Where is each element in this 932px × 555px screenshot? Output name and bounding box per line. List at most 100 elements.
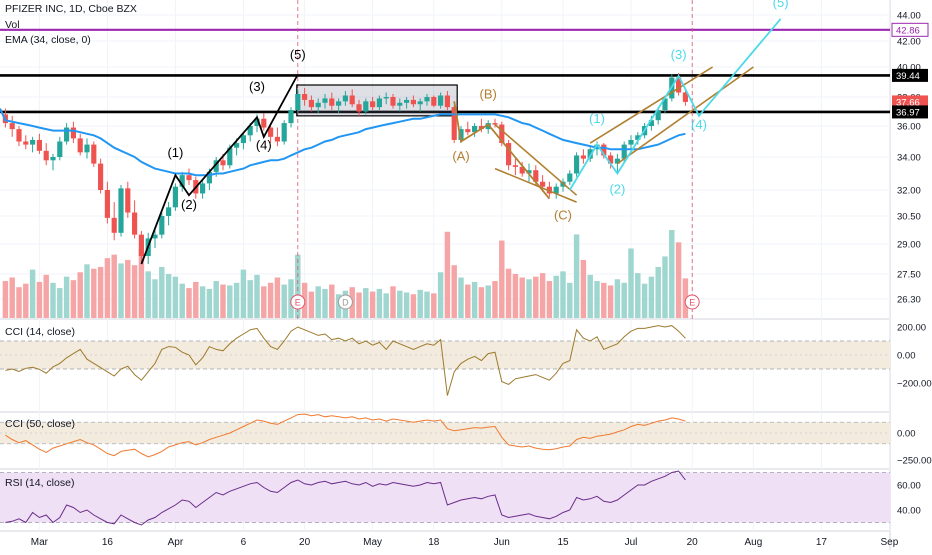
price-tag-box <box>892 105 928 119</box>
volume-bar <box>50 282 56 318</box>
volume-bar <box>63 276 70 318</box>
volume-bar <box>247 280 253 318</box>
cci14-label: CCI (14, close) <box>5 326 76 338</box>
candle-body <box>370 101 376 108</box>
indicator-tick-label: 0.00 <box>897 429 916 440</box>
volume-bar <box>560 271 566 318</box>
volume-bar <box>138 249 145 318</box>
candle-body <box>580 155 586 159</box>
candle-body <box>410 99 416 105</box>
indicator-tick-label: −250.00 <box>897 456 932 467</box>
candle-body <box>621 144 627 159</box>
volume-bar <box>288 279 294 318</box>
volume-bar <box>376 288 383 318</box>
candle-body <box>302 94 308 100</box>
ema-legend[interactable]: EMA (34, close, 0) <box>5 34 91 46</box>
indicator-tick-label: 200.00 <box>897 323 926 334</box>
candle-body <box>288 110 294 124</box>
volume-bar <box>213 281 219 318</box>
candle-body <box>451 107 457 140</box>
price-axis[interactable]: 44.0042.0040.0038.0036.0034.0032.0030.50… <box>891 11 932 517</box>
candle-body <box>682 92 688 102</box>
candle-body <box>472 126 478 133</box>
channel-upper <box>589 66 714 144</box>
candle-body <box>458 129 464 140</box>
wave-annotations[interactable]: (1) (2) (3) (4) (5) (A) (B) (C) (1) (2) (3) (4) (5) E… <box>140 0 789 310</box>
volume-bar <box>369 291 376 318</box>
candle-body <box>240 135 246 144</box>
volume-bar <box>567 282 573 318</box>
candle-body <box>635 135 641 140</box>
volume-bar <box>451 265 457 318</box>
cci50-legend[interactable]: CCI (50, close) <box>5 418 75 430</box>
volume-bar <box>539 273 546 318</box>
volume-bar <box>390 286 396 318</box>
volume-bar <box>267 282 274 318</box>
candle-body <box>159 216 165 235</box>
price-tick-label: 26.30 <box>897 295 921 306</box>
wave-label: (1) <box>589 111 605 126</box>
candle-body <box>138 234 144 256</box>
volume-bar <box>240 269 247 318</box>
volume-bar <box>91 268 97 318</box>
volume-bar <box>322 288 328 318</box>
time-tick-label: Apr <box>168 537 184 548</box>
candle-body <box>512 165 518 167</box>
candle-body <box>519 166 525 174</box>
volume-legend[interactable]: Vol <box>5 19 20 31</box>
candle-body <box>492 123 498 125</box>
volume-bar <box>512 274 519 318</box>
candlesticks[interactable] <box>2 73 688 264</box>
ema-34-line <box>0 108 686 177</box>
time-tick-label: Aug <box>745 537 763 548</box>
candle-body <box>30 139 36 145</box>
time-tick-label: Jun <box>494 537 510 548</box>
volume-bar <box>356 292 362 318</box>
candle-body <box>383 97 389 99</box>
candle-body <box>315 102 321 108</box>
candle-body <box>485 123 491 130</box>
wave-label: (1) <box>167 145 183 160</box>
volume-bar <box>2 281 9 318</box>
wave-label: (B) <box>480 86 497 101</box>
candle-body <box>614 158 620 164</box>
candle-body <box>16 129 22 142</box>
volume-bar <box>471 281 478 318</box>
candle-body <box>125 188 131 213</box>
correction-wave-brown <box>453 101 551 200</box>
volume-bar <box>499 240 505 318</box>
volume-bar <box>675 242 682 318</box>
volume-bar <box>43 274 49 318</box>
indicator-tick-label: 60.00 <box>897 481 921 492</box>
cci14-legend[interactable]: CCI (14, close) <box>5 326 75 338</box>
volume-bar <box>57 288 63 318</box>
candle-body <box>308 99 314 108</box>
event-marker-circle <box>337 294 353 310</box>
price-tick-label: 30.50 <box>897 212 921 223</box>
candle-body <box>84 144 90 153</box>
volume-bar <box>36 281 43 318</box>
time-axis[interactable]: Mar 16 Apr 6 20 May 18 Jun 15 Jul 20 Aug 17 Sep <box>31 537 899 548</box>
candle-body <box>431 97 437 106</box>
candle-body <box>356 104 362 112</box>
rsi-legend[interactable]: RSI (14, close) <box>5 477 74 489</box>
volume-bar <box>125 259 131 318</box>
candle-body <box>608 155 614 164</box>
volume-bar <box>444 231 451 318</box>
volume-bar <box>308 291 315 318</box>
candle-body <box>417 101 423 105</box>
volume-bar <box>206 288 213 318</box>
candle-body <box>376 98 382 108</box>
volume-bar <box>431 293 437 318</box>
candle-body <box>574 155 580 174</box>
symbol-legend[interactable]: PFIZER INC, 1D, Cboe BZX <box>5 3 137 15</box>
volume-bar <box>104 258 111 318</box>
volume-bar <box>84 264 90 318</box>
candle-body <box>57 141 63 157</box>
volume-bar <box>553 275 559 318</box>
volume-bar <box>179 283 185 318</box>
volume-bar <box>274 277 281 318</box>
impulse-wave-cyan <box>569 18 782 191</box>
